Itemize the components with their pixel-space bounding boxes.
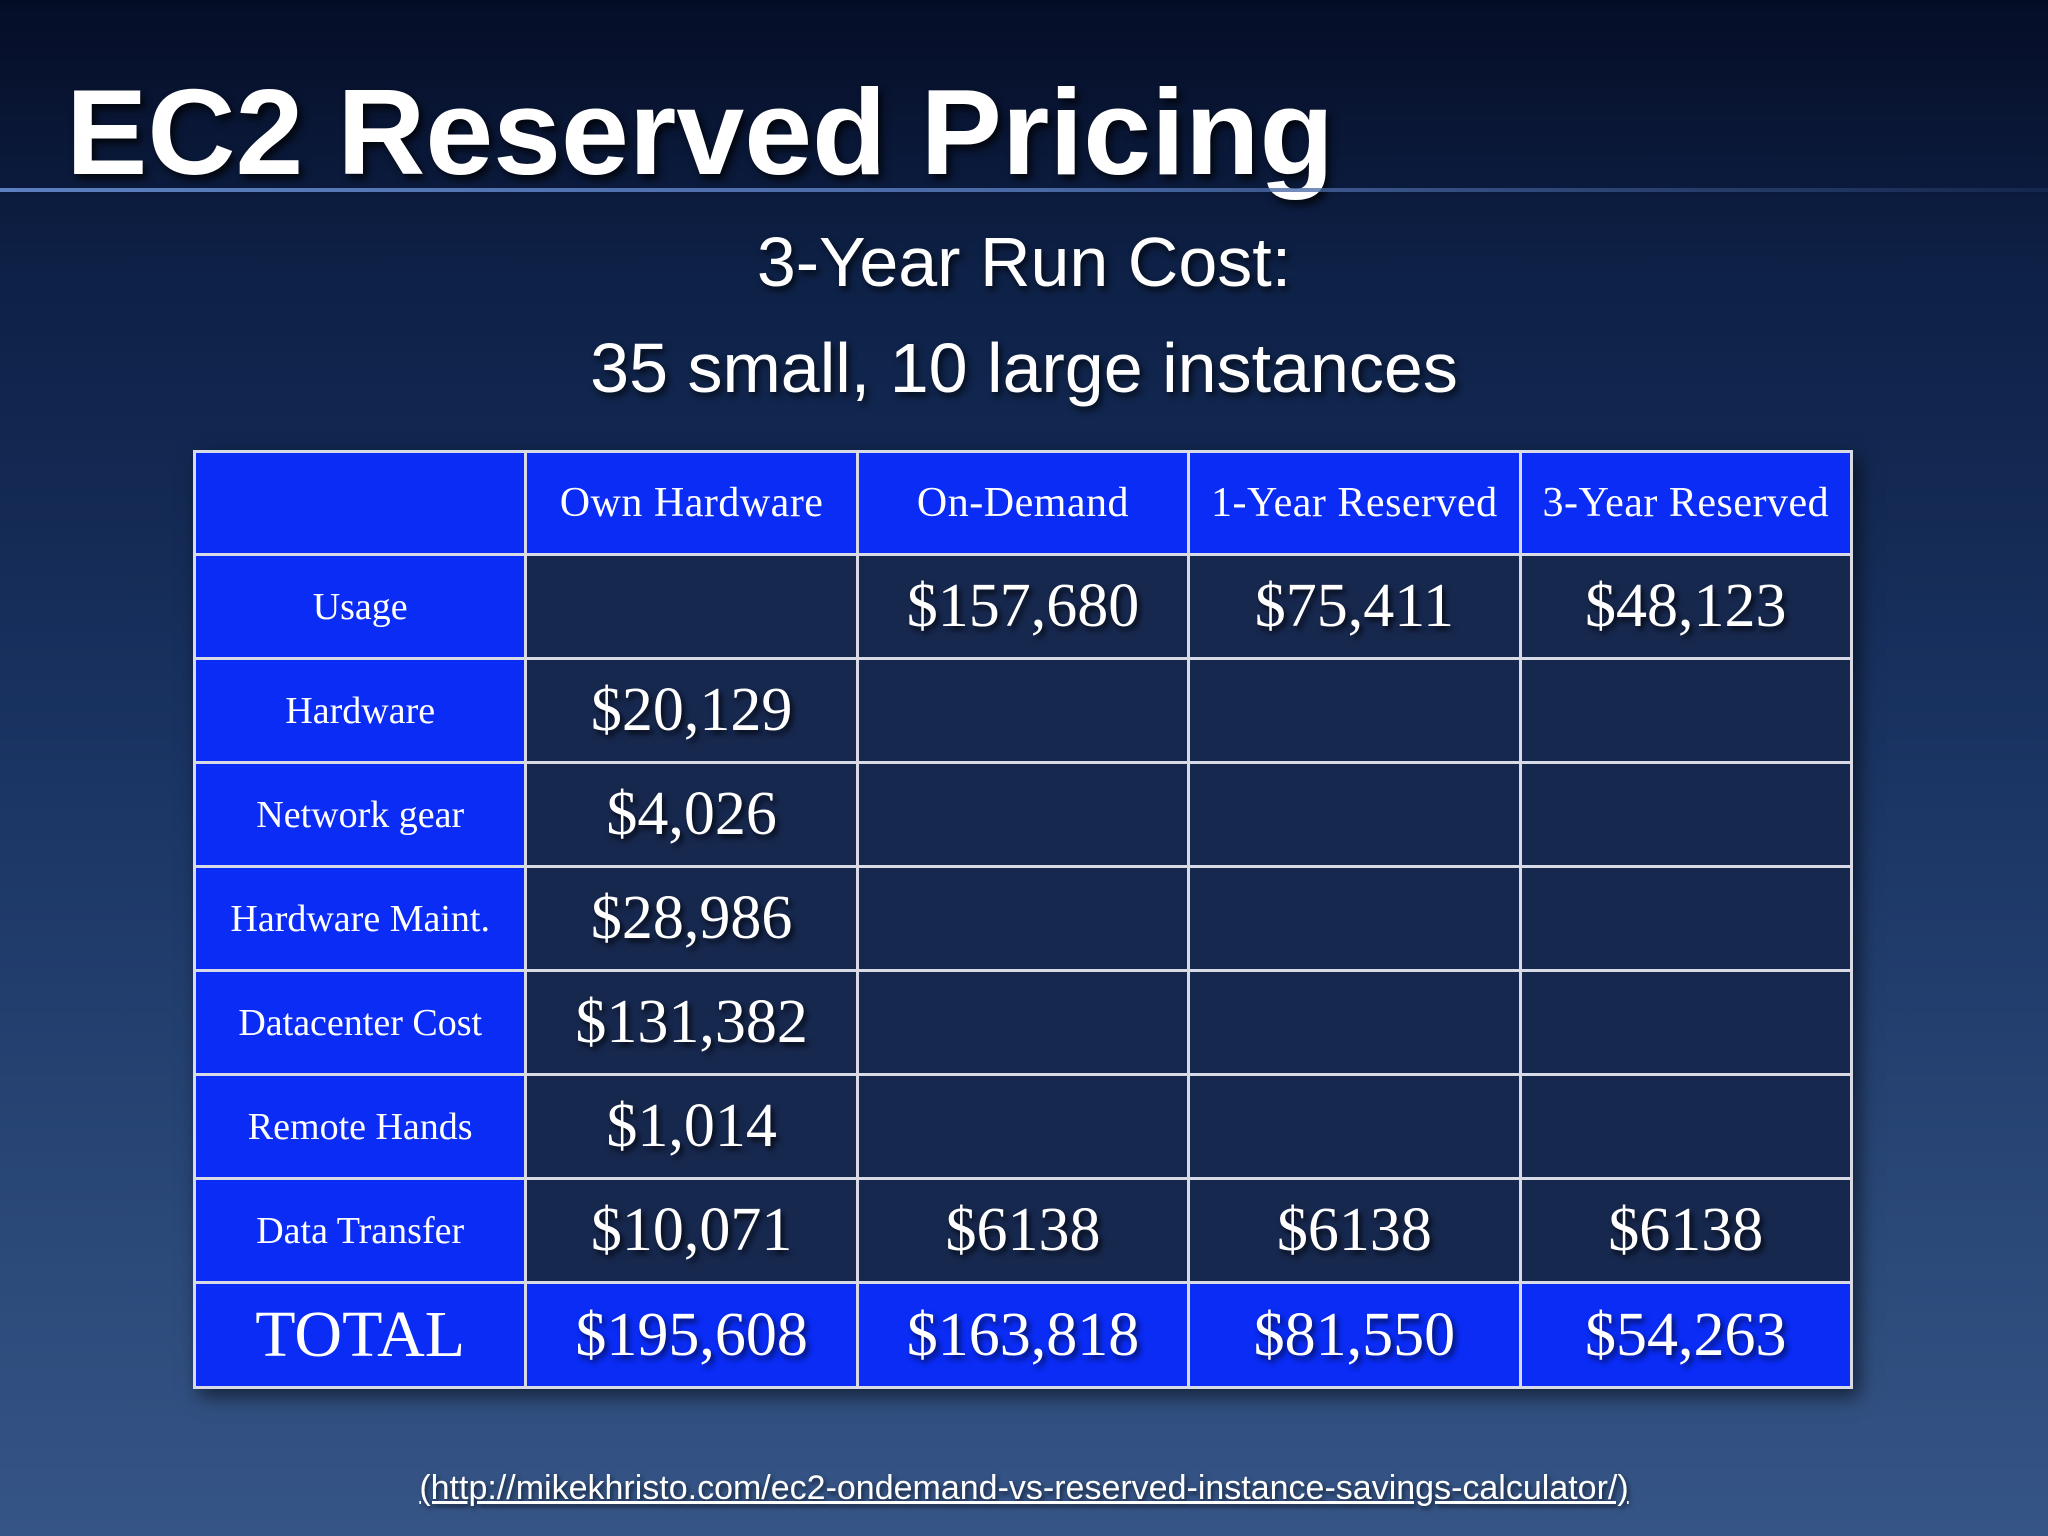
row-label-total: TOTAL xyxy=(192,1281,528,1389)
data-transfer-on-demand: $6138 xyxy=(855,1177,1191,1284)
hardware-1-year-reserved xyxy=(1187,657,1522,764)
row-label-datacenter-cost: Datacenter Cost xyxy=(192,969,528,1076)
pricing-table: Own Hardware On-Demand 1-Year Reserved 3… xyxy=(192,450,1854,1389)
hardware-maint-1-year-reserved xyxy=(1187,865,1522,972)
table-row-hardware: Hardware $20,129 xyxy=(192,657,1854,764)
usage-1-year-reserved: $75,411 xyxy=(1187,553,1522,660)
hardware-maint-own-hardware: $28,986 xyxy=(524,865,859,972)
subtitle-instances: 35 small, 10 large instances xyxy=(590,329,1458,407)
table-row-hardware-maint: Hardware Maint. $28,986 xyxy=(192,865,1854,972)
header-corner-cell xyxy=(192,450,528,556)
row-label-hardware: Hardware xyxy=(192,657,528,764)
subtitle-run-cost: 3-Year Run Cost: xyxy=(756,223,1292,301)
row-label-usage: Usage xyxy=(192,553,528,660)
table-row-remote-hands: Remote Hands $1,014 xyxy=(192,1073,1854,1180)
header-on-demand: On-Demand xyxy=(855,450,1191,556)
table-row-network-gear: Network gear $4,026 xyxy=(192,761,1854,868)
data-transfer-own-hardware: $10,071 xyxy=(524,1177,859,1284)
table-header-row: Own Hardware On-Demand 1-Year Reserved 3… xyxy=(192,450,1854,556)
source-url: (http://mikekhristo.com/ec2-ondemand-vs-… xyxy=(419,1469,1629,1507)
total-own-hardware: $195,608 xyxy=(524,1281,859,1389)
hardware-on-demand xyxy=(855,657,1191,764)
total-1-year-reserved: $81,550 xyxy=(1187,1281,1522,1389)
remote-hands-on-demand xyxy=(855,1073,1191,1180)
network-gear-1-year-reserved xyxy=(1187,761,1522,868)
remote-hands-1-year-reserved xyxy=(1187,1073,1522,1180)
row-label-network-gear: Network gear xyxy=(192,761,528,868)
datacenter-cost-own-hardware: $131,382 xyxy=(524,969,859,1076)
remote-hands-own-hardware: $1,014 xyxy=(524,1073,859,1180)
row-label-data-transfer: Data Transfer xyxy=(192,1177,528,1284)
datacenter-cost-on-demand xyxy=(855,969,1191,1076)
table-row-total: TOTAL $195,608 $163,818 $81,550 $54,263 xyxy=(192,1281,1854,1389)
total-on-demand: $163,818 xyxy=(855,1281,1191,1389)
network-gear-on-demand xyxy=(855,761,1191,868)
datacenter-cost-3-year-reserved xyxy=(1518,969,1854,1076)
data-transfer-3-year-reserved: $6138 xyxy=(1518,1177,1854,1284)
row-label-hardware-maint: Hardware Maint. xyxy=(192,865,528,972)
hardware-3-year-reserved xyxy=(1518,657,1854,764)
row-label-remote-hands: Remote Hands xyxy=(192,1073,528,1180)
hardware-maint-3-year-reserved xyxy=(1518,865,1854,972)
table-row-data-transfer: Data Transfer $10,071 $6138 $6138 $6138 xyxy=(192,1177,1854,1284)
table-row-usage: Usage $157,680 $75,411 $48,123 xyxy=(192,553,1854,660)
usage-on-demand: $157,680 xyxy=(855,553,1191,660)
usage-own-hardware xyxy=(524,553,859,660)
network-gear-own-hardware: $4,026 xyxy=(524,761,859,868)
header-1-year-reserved: 1-Year Reserved xyxy=(1187,450,1522,556)
datacenter-cost-1-year-reserved xyxy=(1187,969,1522,1076)
header-own-hardware: Own Hardware xyxy=(524,450,859,556)
data-transfer-1-year-reserved: $6138 xyxy=(1187,1177,1522,1284)
table-row-datacenter-cost: Datacenter Cost $131,382 xyxy=(192,969,1854,1076)
title-divider xyxy=(0,188,2048,192)
hardware-maint-on-demand xyxy=(855,865,1191,972)
slide-title: EC2 Reserved Pricing xyxy=(66,64,1335,200)
header-3-year-reserved: 3-Year Reserved xyxy=(1518,450,1854,556)
network-gear-3-year-reserved xyxy=(1518,761,1854,868)
total-3-year-reserved: $54,263 xyxy=(1518,1281,1854,1389)
hardware-own-hardware: $20,129 xyxy=(524,657,859,764)
remote-hands-3-year-reserved xyxy=(1518,1073,1854,1180)
usage-3-year-reserved: $48,123 xyxy=(1518,553,1854,660)
